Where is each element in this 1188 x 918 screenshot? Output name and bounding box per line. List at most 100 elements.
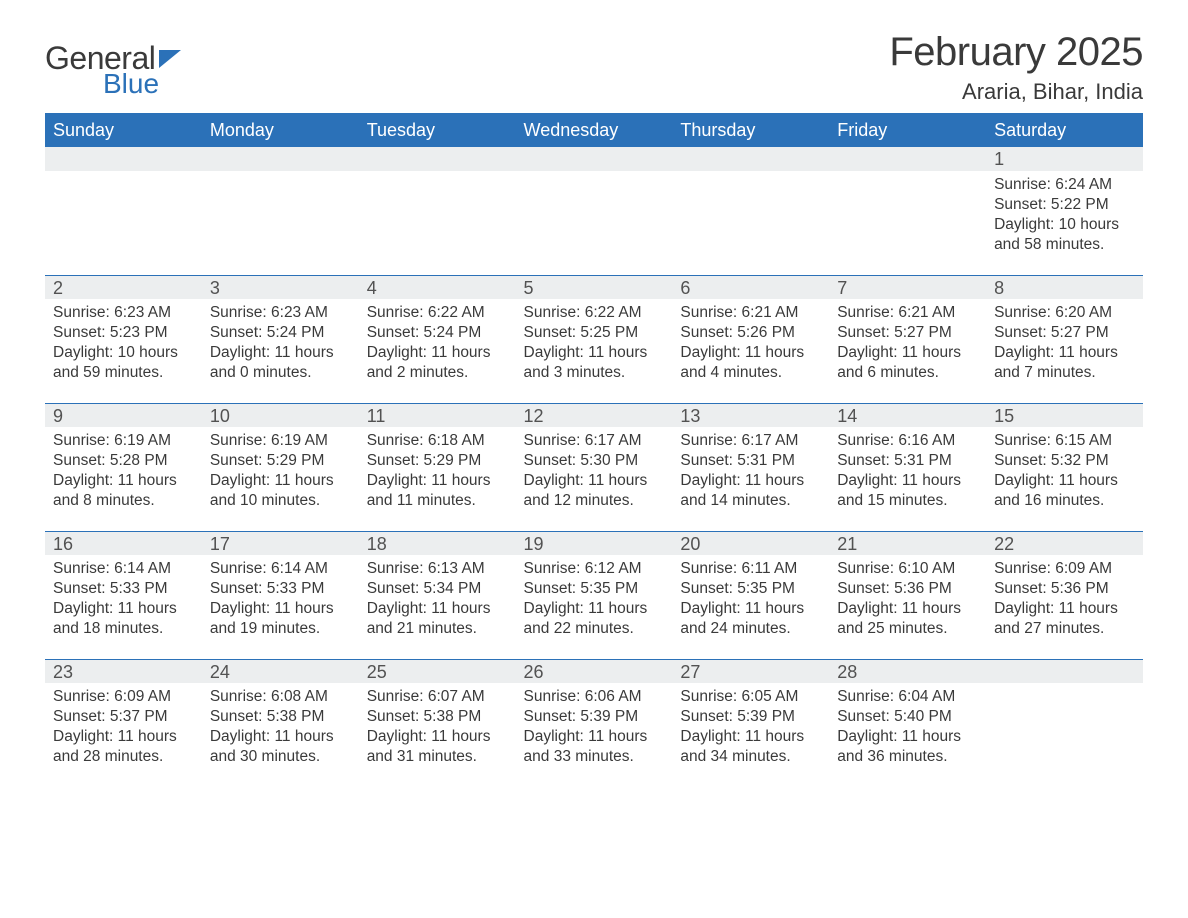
empty-day-number	[672, 147, 829, 171]
day-details: Sunrise: 6:11 AMSunset: 5:35 PMDaylight:…	[672, 555, 829, 646]
sunset-text: Sunset: 5:26 PM	[680, 323, 821, 343]
sunset-text: Sunset: 5:37 PM	[53, 707, 194, 727]
sunrise-text: Sunrise: 6:13 AM	[367, 559, 508, 579]
sunset-text: Sunset: 5:29 PM	[210, 451, 351, 471]
calendar-day-cell: 1Sunrise: 6:24 AMSunset: 5:22 PMDaylight…	[986, 147, 1143, 275]
day-number: 8	[986, 275, 1143, 299]
day-details: Sunrise: 6:13 AMSunset: 5:34 PMDaylight:…	[359, 555, 516, 646]
day-number: 11	[359, 403, 516, 427]
sunset-text: Sunset: 5:35 PM	[524, 579, 665, 599]
sunrise-text: Sunrise: 6:22 AM	[367, 303, 508, 323]
empty-day-number	[359, 147, 516, 171]
sunset-text: Sunset: 5:31 PM	[680, 451, 821, 471]
sunset-text: Sunset: 5:35 PM	[680, 579, 821, 599]
calendar-day-cell: 9Sunrise: 6:19 AMSunset: 5:28 PMDaylight…	[45, 403, 202, 531]
calendar-day-cell: 10Sunrise: 6:19 AMSunset: 5:29 PMDayligh…	[202, 403, 359, 531]
day-number: 24	[202, 659, 359, 683]
calendar-day-cell: 5Sunrise: 6:22 AMSunset: 5:25 PMDaylight…	[516, 275, 673, 403]
day-details: Sunrise: 6:15 AMSunset: 5:32 PMDaylight:…	[986, 427, 1143, 518]
daylight-text: Daylight: 11 hours and 3 minutes.	[524, 343, 665, 383]
day-details: Sunrise: 6:23 AMSunset: 5:24 PMDaylight:…	[202, 299, 359, 390]
daylight-text: Daylight: 11 hours and 4 minutes.	[680, 343, 821, 383]
calendar-day-cell: 16Sunrise: 6:14 AMSunset: 5:33 PMDayligh…	[45, 531, 202, 659]
sunrise-text: Sunrise: 6:06 AM	[524, 687, 665, 707]
day-details: Sunrise: 6:09 AMSunset: 5:37 PMDaylight:…	[45, 683, 202, 774]
sunset-text: Sunset: 5:27 PM	[994, 323, 1135, 343]
location-subtitle: Araria, Bihar, India	[889, 79, 1143, 105]
sunrise-text: Sunrise: 6:07 AM	[367, 687, 508, 707]
day-details: Sunrise: 6:10 AMSunset: 5:36 PMDaylight:…	[829, 555, 986, 646]
daylight-text: Daylight: 11 hours and 30 minutes.	[210, 727, 351, 767]
day-details: Sunrise: 6:17 AMSunset: 5:31 PMDaylight:…	[672, 427, 829, 518]
calendar-day-cell: 17Sunrise: 6:14 AMSunset: 5:33 PMDayligh…	[202, 531, 359, 659]
daylight-text: Daylight: 11 hours and 34 minutes.	[680, 727, 821, 767]
day-number: 5	[516, 275, 673, 299]
sunset-text: Sunset: 5:36 PM	[837, 579, 978, 599]
sunrise-text: Sunrise: 6:21 AM	[680, 303, 821, 323]
calendar-week-row: 16Sunrise: 6:14 AMSunset: 5:33 PMDayligh…	[45, 531, 1143, 659]
sunrise-text: Sunrise: 6:20 AM	[994, 303, 1135, 323]
sunset-text: Sunset: 5:24 PM	[210, 323, 351, 343]
calendar-week-row: 23Sunrise: 6:09 AMSunset: 5:37 PMDayligh…	[45, 659, 1143, 787]
sunrise-text: Sunrise: 6:16 AM	[837, 431, 978, 451]
calendar-day-cell: 7Sunrise: 6:21 AMSunset: 5:27 PMDaylight…	[829, 275, 986, 403]
sunrise-text: Sunrise: 6:18 AM	[367, 431, 508, 451]
sunrise-text: Sunrise: 6:24 AM	[994, 175, 1135, 195]
calendar-day-cell: 18Sunrise: 6:13 AMSunset: 5:34 PMDayligh…	[359, 531, 516, 659]
weekday-header: Thursday	[672, 113, 829, 147]
day-details: Sunrise: 6:06 AMSunset: 5:39 PMDaylight:…	[516, 683, 673, 774]
sunrise-text: Sunrise: 6:09 AM	[994, 559, 1135, 579]
sunset-text: Sunset: 5:29 PM	[367, 451, 508, 471]
calendar-day-cell: 3Sunrise: 6:23 AMSunset: 5:24 PMDaylight…	[202, 275, 359, 403]
sunrise-text: Sunrise: 6:09 AM	[53, 687, 194, 707]
sunset-text: Sunset: 5:30 PM	[524, 451, 665, 471]
calendar-day-cell: 8Sunrise: 6:20 AMSunset: 5:27 PMDaylight…	[986, 275, 1143, 403]
calendar-day-cell: 27Sunrise: 6:05 AMSunset: 5:39 PMDayligh…	[672, 659, 829, 787]
calendar-day-cell: 26Sunrise: 6:06 AMSunset: 5:39 PMDayligh…	[516, 659, 673, 787]
day-number: 6	[672, 275, 829, 299]
daylight-text: Daylight: 11 hours and 27 minutes.	[994, 599, 1135, 639]
day-number: 20	[672, 531, 829, 555]
calendar-body: 1Sunrise: 6:24 AMSunset: 5:22 PMDaylight…	[45, 147, 1143, 787]
daylight-text: Daylight: 11 hours and 2 minutes.	[367, 343, 508, 383]
day-number: 17	[202, 531, 359, 555]
sunset-text: Sunset: 5:33 PM	[53, 579, 194, 599]
daylight-text: Daylight: 11 hours and 31 minutes.	[367, 727, 508, 767]
day-number: 9	[45, 403, 202, 427]
sunset-text: Sunset: 5:31 PM	[837, 451, 978, 471]
day-number: 23	[45, 659, 202, 683]
sunset-text: Sunset: 5:39 PM	[680, 707, 821, 727]
calendar-table: SundayMondayTuesdayWednesdayThursdayFrid…	[45, 113, 1143, 787]
day-details: Sunrise: 6:05 AMSunset: 5:39 PMDaylight:…	[672, 683, 829, 774]
day-number: 19	[516, 531, 673, 555]
sunrise-text: Sunrise: 6:14 AM	[210, 559, 351, 579]
weekday-header: Tuesday	[359, 113, 516, 147]
calendar-day-cell: 21Sunrise: 6:10 AMSunset: 5:36 PMDayligh…	[829, 531, 986, 659]
day-details: Sunrise: 6:14 AMSunset: 5:33 PMDaylight:…	[202, 555, 359, 646]
day-details: Sunrise: 6:21 AMSunset: 5:26 PMDaylight:…	[672, 299, 829, 390]
daylight-text: Daylight: 11 hours and 10 minutes.	[210, 471, 351, 511]
day-details: Sunrise: 6:22 AMSunset: 5:25 PMDaylight:…	[516, 299, 673, 390]
daylight-text: Daylight: 11 hours and 36 minutes.	[837, 727, 978, 767]
sunrise-text: Sunrise: 6:17 AM	[680, 431, 821, 451]
daylight-text: Daylight: 11 hours and 33 minutes.	[524, 727, 665, 767]
sunset-text: Sunset: 5:22 PM	[994, 195, 1135, 215]
day-details: Sunrise: 6:09 AMSunset: 5:36 PMDaylight:…	[986, 555, 1143, 646]
calendar-day-cell: 22Sunrise: 6:09 AMSunset: 5:36 PMDayligh…	[986, 531, 1143, 659]
daylight-text: Daylight: 11 hours and 21 minutes.	[367, 599, 508, 639]
day-details: Sunrise: 6:12 AMSunset: 5:35 PMDaylight:…	[516, 555, 673, 646]
calendar-day-cell: 13Sunrise: 6:17 AMSunset: 5:31 PMDayligh…	[672, 403, 829, 531]
sunset-text: Sunset: 5:27 PM	[837, 323, 978, 343]
sunset-text: Sunset: 5:23 PM	[53, 323, 194, 343]
day-details: Sunrise: 6:19 AMSunset: 5:29 PMDaylight:…	[202, 427, 359, 518]
sunrise-text: Sunrise: 6:08 AM	[210, 687, 351, 707]
calendar-day-cell: 23Sunrise: 6:09 AMSunset: 5:37 PMDayligh…	[45, 659, 202, 787]
sunset-text: Sunset: 5:24 PM	[367, 323, 508, 343]
day-number: 10	[202, 403, 359, 427]
day-number: 28	[829, 659, 986, 683]
sunrise-text: Sunrise: 6:19 AM	[53, 431, 194, 451]
sunset-text: Sunset: 5:33 PM	[210, 579, 351, 599]
sunset-text: Sunset: 5:38 PM	[367, 707, 508, 727]
day-details: Sunrise: 6:04 AMSunset: 5:40 PMDaylight:…	[829, 683, 986, 774]
calendar-day-cell: 12Sunrise: 6:17 AMSunset: 5:30 PMDayligh…	[516, 403, 673, 531]
